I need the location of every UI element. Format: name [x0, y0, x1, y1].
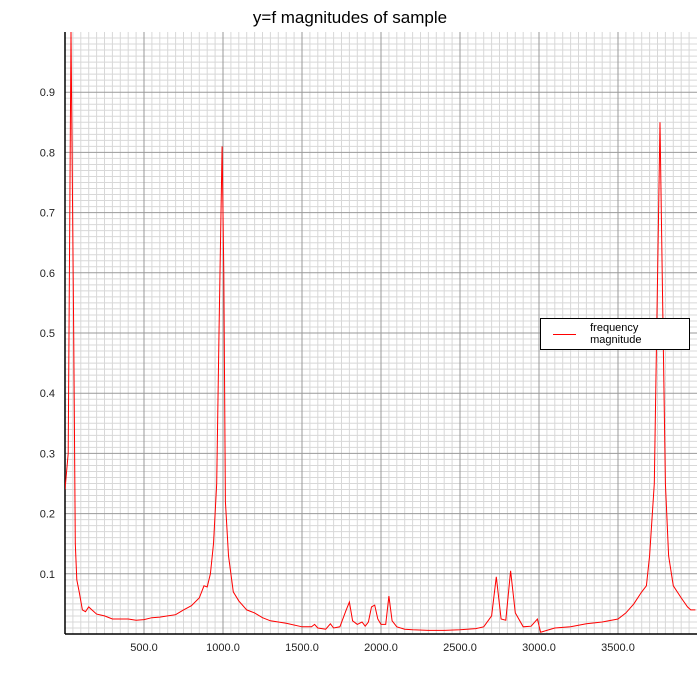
chart-title: y=f magnitudes of sample [252, 8, 448, 27]
y-tick-label: 0.2 [40, 509, 55, 521]
x-tick-label: 1000.0 [206, 642, 240, 654]
y-tick-label: 0.5 [40, 328, 55, 340]
legend-label: frequency magnitude [590, 322, 642, 346]
y-tick-label: 0.1 [40, 569, 55, 581]
series-line [65, 32, 696, 633]
legend-swatch [553, 333, 577, 335]
y-tick-label: 0.6 [40, 268, 55, 280]
y-tick-label: 0.8 [40, 147, 55, 159]
x-tick-label: 2000.0 [364, 642, 398, 654]
y-tick-label: 0.3 [40, 448, 55, 460]
y-tick-label: 0.9 [40, 87, 55, 99]
x-tick-label: 500.0 [130, 642, 158, 654]
x-tick-label: 1500.0 [285, 642, 319, 654]
y-tick-label: 0.7 [40, 208, 55, 220]
legend: frequency magnitude [540, 318, 690, 350]
y-tick-label: 0.4 [40, 388, 55, 400]
x-tick-label: 2500.0 [443, 642, 477, 654]
x-tick-label: 3500.0 [601, 642, 635, 654]
x-tick-label: 3000.0 [522, 642, 556, 654]
